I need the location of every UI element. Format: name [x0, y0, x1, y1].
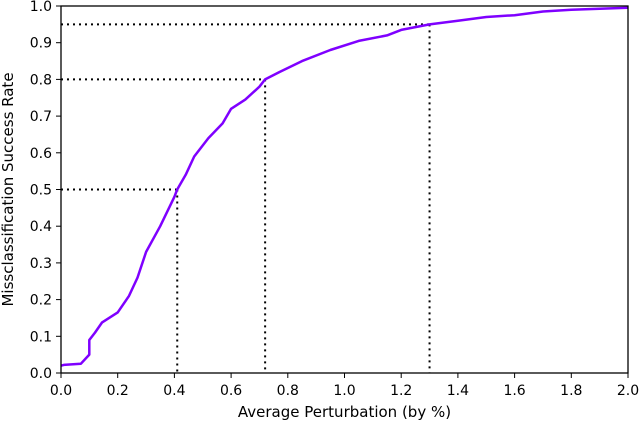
x-axis-ticks: 0.0 0.2 0.4 0.6 0.8 1.0 1.2 1.4 1.6 1.8 2.0 — [50, 373, 639, 399]
x-tick-label: 1.6 — [503, 383, 525, 399]
y-tick-label: 0.6 — [30, 146, 52, 162]
y-tick-label: 0.3 — [30, 256, 52, 272]
x-tick-label: 1.0 — [333, 383, 355, 399]
x-tick-label: 0.2 — [107, 383, 129, 399]
x-tick-label: 1.4 — [447, 383, 469, 399]
y-tick-label: 0.8 — [30, 72, 52, 88]
x-tick-label: 0.6 — [220, 383, 242, 399]
x-tick-label: 2.0 — [617, 383, 639, 399]
x-tick-label: 1.8 — [560, 383, 582, 399]
x-tick-label: 1.2 — [390, 383, 412, 399]
success-rate-curve — [60, 6, 629, 367]
y-tick-label: 0.9 — [30, 36, 52, 52]
x-tick-label: 0.4 — [163, 383, 185, 399]
y-tick-label: 0.5 — [30, 183, 52, 199]
y-tick-label: 0.0 — [30, 366, 52, 382]
y-tick-label: 0.4 — [30, 219, 52, 235]
y-tick-label: 0.1 — [30, 329, 52, 345]
y-tick-label: 0.2 — [30, 293, 52, 309]
y-axis-label: Missclassification Success Rate — [0, 72, 17, 306]
y-axis-ticks: 0.0 0.1 0.2 0.3 0.4 0.5 0.6 0.7 0.8 0.9 1.0 — [30, 0, 61, 382]
x-axis-label: Average Perturbation (by %) — [238, 403, 451, 421]
y-tick-label: 0.7 — [30, 109, 52, 125]
x-tick-label: 0.8 — [277, 383, 299, 399]
y-tick-label: 1.0 — [30, 0, 52, 15]
dotted-guide-lines — [61, 23, 431, 373]
x-tick-label: 0.0 — [50, 383, 72, 399]
